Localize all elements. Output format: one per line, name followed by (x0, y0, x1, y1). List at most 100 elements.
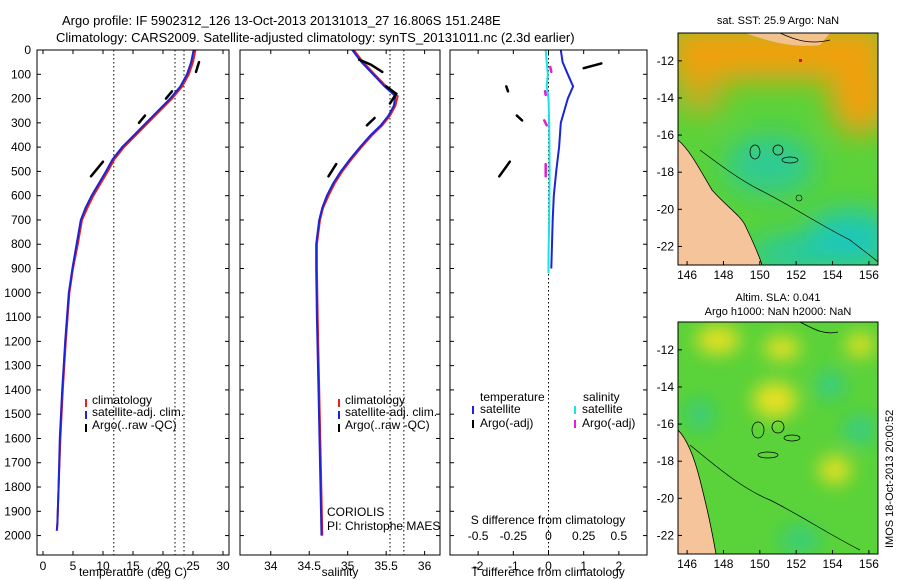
legend-label-argo: Argo(..raw -QC) (345, 418, 430, 432)
legend-label-satellite: satellite-adj. clim. (345, 405, 437, 419)
series-segment (194, 60, 201, 74)
depth-tick-label: 1100 (5, 310, 31, 324)
legend-label-s-argo: Argo(-adj) (582, 416, 635, 430)
figure-title-line-1: Argo profile: IF 5902312_126 13-Oct-2013… (62, 13, 501, 28)
map-x-tick-label: 154 (823, 557, 843, 571)
series-segment (543, 119, 548, 127)
map-x-tick-label: 148 (713, 268, 733, 282)
depth-tick-label: 1200 (4, 334, 31, 348)
series-segment (89, 160, 105, 178)
salinity-legend: climatology satellite-adj. clim. Argo(..… (338, 393, 437, 432)
depth-tick-label: 800 (11, 237, 31, 251)
depth-tick-label: 100 (11, 67, 31, 81)
series-segment (357, 58, 384, 74)
series-segment (515, 114, 524, 122)
depth-tick-label: 1300 (4, 359, 31, 373)
temperature-series (55, 50, 201, 531)
s-tick-label: -0.25 (500, 529, 528, 543)
series-segment (365, 116, 376, 127)
x-tick-label: 2 (616, 559, 623, 573)
x-tick-label: 15 (126, 559, 140, 573)
s-tick-label: 0.5 (611, 529, 628, 543)
difference-legend: temperature salinity satellite Argo(-adj… (472, 390, 635, 430)
salinity-reference-lines (389, 50, 405, 555)
depth-tick-label: 1000 (4, 286, 31, 300)
map-x-tick-label: 146 (677, 557, 697, 571)
salinity-panel: 34 34.5 35 35.5 36 salinity climatology sate… (239, 49, 441, 579)
map-y-tick-label: -20 (657, 491, 675, 505)
x-tick-label: 1 (580, 559, 587, 573)
map-x-tick-label: 150 (750, 557, 770, 571)
sst-map-title: sat. SST: 25.9 Argo: NaN (717, 15, 839, 27)
salinity-axis: 34 34.5 35 35.5 36 (264, 50, 432, 573)
x-tick-label: 36 (418, 559, 432, 573)
series-segment (543, 90, 547, 97)
x-tick-label: 35 (341, 559, 355, 573)
imos-timestamp: IMOS 18-Oct-2013 20:00:52 (884, 410, 896, 548)
sla-map-title-1: Altim. SLA: 0.041 (736, 292, 821, 304)
sla-map-title-2: Argo h1000: NaN h2000: NaN (705, 306, 852, 318)
s-difference-tick-labels: -0.5 -0.25 0 0.25 0.5 (468, 529, 628, 543)
depth-tick-label: 500 (11, 164, 31, 178)
map-y-tick-label: -16 (657, 128, 675, 142)
s-tick-label: 0 (545, 529, 552, 543)
salinity-plot-frame (239, 49, 441, 556)
map-x-tick-label: 156 (859, 268, 879, 282)
sla-map-panel: Altim. SLA: 0.041 Argo h1000: NaN h2000:… (657, 292, 880, 571)
x-tick-label: 0 (545, 559, 552, 573)
series-segment (498, 160, 512, 178)
map-x-tick-label: 146 (677, 268, 697, 282)
series-segment (137, 114, 147, 125)
x-tick-label: 30 (216, 559, 230, 573)
map-y-tick-label: -12 (657, 343, 675, 357)
series-segment (384, 85, 398, 105)
salinity-xlabel: salinity (322, 565, 359, 579)
salinity-depth-ticks (240, 49, 440, 537)
map-x-tick-label: 152 (786, 557, 806, 571)
temperature-legend: climatology satellite-adj. clim. Argo(..… (85, 393, 184, 432)
series-segment (164, 90, 174, 100)
series-segment (327, 162, 338, 178)
depth-tick-label: 700 (11, 213, 31, 227)
legend-label-t-argo: Argo(-adj) (480, 416, 533, 430)
depth-tick-label: 0 (24, 43, 31, 57)
depth-tick-label: 1400 (4, 383, 31, 397)
map-y-tick-label: -16 (657, 417, 675, 431)
x-tick-label: 25 (186, 559, 200, 573)
figure-title-line-2: Climatology: CARS2009. Satellite-adjuste… (56, 30, 575, 45)
sst-map-axes: 146 148 150 152 154 156 -12 -14 -16 -18 -20 -22 (657, 54, 880, 282)
series-segment (549, 65, 553, 74)
series-line (544, 50, 551, 274)
depth-tick-label: 1500 (4, 407, 31, 421)
x-tick-label: 34 (264, 559, 278, 573)
depth-axis: 0 100 200 300 400 500 600 700 800 900 1000 1100 1200… (4, 43, 229, 543)
salinity-series (315, 50, 399, 536)
annotation-pi: PI: Christophe MAES (327, 519, 440, 533)
legend-label-climatology: climatology (92, 393, 152, 407)
difference-plot-frame (449, 49, 648, 556)
temperature-panel: 0100200300400500600700800900100011001200… (4, 43, 230, 579)
temperature-plot-frame (36, 49, 230, 556)
map-y-tick-label: -20 (657, 202, 675, 216)
map-y-tick-label: -18 (657, 165, 675, 179)
legend-label-satellite: satellite-adj. clim. (92, 405, 184, 419)
depth-tick-label: 400 (11, 140, 31, 154)
annotation-coriolis: CORIOLIS (327, 505, 384, 519)
difference-series (498, 50, 603, 274)
x-tick-label: -2 (473, 559, 484, 573)
x-tick-label: 5 (70, 559, 77, 573)
temperature-axis: 0 5 10 15 20 25 30 (40, 50, 230, 573)
x-tick-label: 20 (156, 559, 170, 573)
series-segment (505, 85, 510, 93)
legend-title-temperature: temperature (480, 390, 545, 404)
series-line (55, 50, 195, 531)
s-tick-label: 0.25 (572, 529, 596, 543)
legend-label-t-satellite: satellite (480, 402, 521, 416)
difference-axis: -2 -1 0 1 2 (473, 50, 623, 573)
map-y-tick-label: -12 (657, 54, 675, 68)
depth-tick-label: 2000 (4, 529, 31, 543)
x-tick-label: 34.5 (298, 559, 322, 573)
temperature-xlabel: temperature (deg C) (79, 565, 187, 579)
series-line (315, 50, 399, 536)
x-tick-label: 10 (96, 559, 110, 573)
